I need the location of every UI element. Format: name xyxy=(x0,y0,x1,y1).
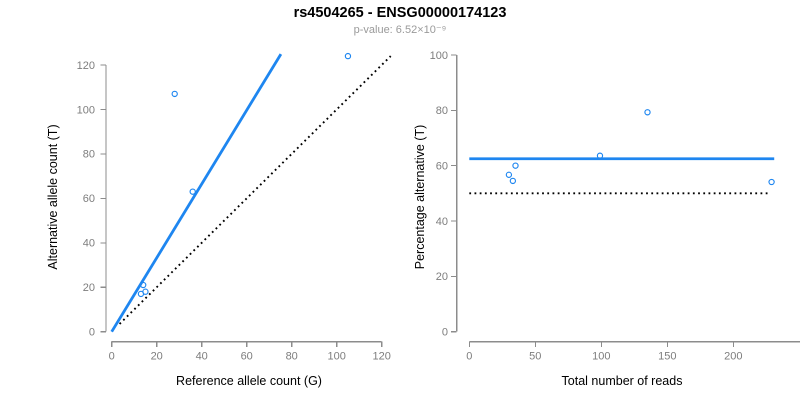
y-tick-label: 20 xyxy=(83,282,95,294)
data-point xyxy=(140,281,147,289)
y-tick-label: 40 xyxy=(83,238,95,250)
fit-line xyxy=(110,53,283,333)
data-point xyxy=(189,188,196,195)
data-point xyxy=(512,162,519,169)
x-tick-label: 20 xyxy=(151,351,163,363)
data-point xyxy=(644,109,651,116)
y-tick-label: 80 xyxy=(83,149,95,161)
y-tick-label: 60 xyxy=(83,193,95,205)
page-title: rs4504265 - ENSG00000174123 xyxy=(293,5,507,21)
x-tick-label: 50 xyxy=(529,351,541,363)
y-tick-label: 60 xyxy=(436,160,448,172)
x-tick-label: 0 xyxy=(109,351,115,363)
identity-line xyxy=(118,55,392,325)
data-point xyxy=(768,178,775,186)
x-axis-label: Total number of reads xyxy=(562,374,683,388)
x-tick-label: 40 xyxy=(196,351,208,363)
data-point xyxy=(509,177,517,185)
y-tick-label: 120 xyxy=(77,60,95,72)
y-axis-label: Alternative allele count (T) xyxy=(46,124,60,269)
x-tick-label: 100 xyxy=(328,351,346,363)
pvalue-subtitle: p-value: 6.52×10⁻⁹ xyxy=(353,24,447,36)
x-tick-label: 150 xyxy=(658,351,676,363)
data-point xyxy=(596,152,604,159)
data-point xyxy=(505,171,513,178)
x-tick-label: 80 xyxy=(286,351,298,363)
x-tick-label: 0 xyxy=(466,351,472,363)
y-tick-label: 100 xyxy=(77,104,95,116)
y-tick-label: 100 xyxy=(430,50,448,62)
y-axis-label: Percentage alternative (T) xyxy=(413,125,427,270)
x-tick-label: 100 xyxy=(592,351,610,363)
y-tick-label: 80 xyxy=(436,105,448,117)
data-point xyxy=(344,52,352,60)
data-point xyxy=(171,90,178,98)
x-tick-label: 60 xyxy=(241,351,253,363)
data-point xyxy=(142,288,149,295)
y-tick-label: 0 xyxy=(442,327,448,339)
y-tick-label: 20 xyxy=(436,271,448,283)
x-tick-label: 120 xyxy=(373,351,391,363)
x-tick-label: 200 xyxy=(724,351,742,363)
y-tick-label: 40 xyxy=(436,216,448,228)
x-axis-label: Reference allele count (G) xyxy=(176,374,322,388)
y-tick-label: 0 xyxy=(89,327,95,339)
